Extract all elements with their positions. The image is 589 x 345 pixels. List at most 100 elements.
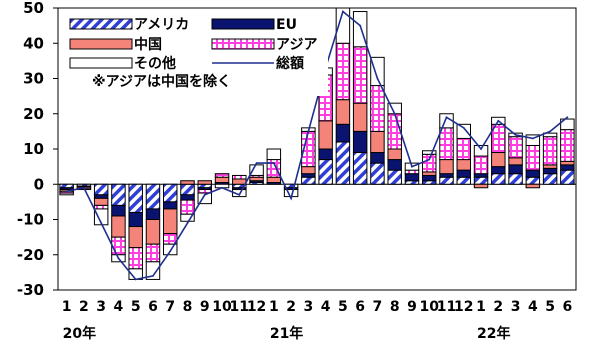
bar-segment-diagonal-blue [560, 169, 575, 185]
total-point [359, 24, 362, 27]
bar-segment-pink-grid [214, 173, 230, 178]
y-tick-label: 30 [23, 70, 44, 88]
x-tick-label: 3 [96, 299, 106, 315]
bar-segment-diagonal-blue [473, 176, 489, 185]
bar-segment-solid-navy [318, 148, 333, 161]
bar-segment-pink-grid [525, 144, 541, 171]
x-tick-label: 6 [562, 299, 572, 315]
bar-segment-solid-navy [335, 123, 351, 143]
bar-segment-solid-salmon [318, 120, 333, 150]
bar-segment-solid-navy [180, 194, 195, 201]
x-tick-label: 1 [269, 299, 279, 315]
y-tick-label: 10 [23, 140, 44, 158]
x-tick-label: 4 [321, 299, 331, 315]
bar-segment-diagonal-blue [352, 152, 368, 185]
bar-segment-solid-navy [128, 211, 143, 228]
bar-segment-diagonal-blue [404, 180, 420, 185]
bar-segment-pink-grid [335, 42, 351, 101]
y-tick-label: -30 [17, 281, 44, 299]
x-tick-label: 1 [62, 299, 72, 315]
year-label: 21年 [270, 325, 303, 340]
bar-segment-pink-grid [352, 46, 368, 104]
bar-segment-pink-grid [128, 247, 143, 270]
bar-segment-diagonal-blue [145, 183, 161, 210]
x-tick-label: 11 [230, 299, 249, 315]
bar-segment-solid-salmon [93, 197, 109, 206]
total-series-line [66, 10, 568, 281]
x-tick-label: 10 [419, 299, 439, 315]
legend-swatch-diagonal-blue [69, 18, 133, 30]
bar-segment-solid-navy [163, 201, 178, 210]
total-point [169, 250, 172, 253]
bar-segment-pink-grid [508, 136, 523, 159]
x-tick-label: 10 [212, 299, 232, 315]
x-tick-label: 4 [528, 299, 538, 315]
bar-segment-solid-navy [542, 167, 558, 175]
bar-segment-solid-navy [508, 164, 523, 175]
y-tick-label: -10 [17, 211, 44, 229]
total-point [428, 158, 431, 161]
bar-segment-solid-navy [456, 169, 471, 178]
total-point [566, 116, 569, 119]
x-tick-label: 7 [165, 299, 175, 315]
x-tick-label: 5 [131, 299, 141, 315]
y-tick-label: 50 [23, 0, 44, 17]
bar-segment-solid-navy [491, 166, 506, 175]
legend-swatch-solid-salmon [69, 38, 133, 50]
bar-segment-solid-salmon [370, 130, 385, 154]
bar-segment-white [370, 56, 385, 87]
bar-segment-solid-salmon [508, 157, 523, 166]
bar-segment-white [180, 213, 195, 222]
legend-note: ※アジアは中国を除く [92, 73, 231, 90]
bar-segment-white [145, 261, 161, 280]
x-tick-label: 9 [407, 299, 417, 315]
legend-swatch-pink-grid [211, 38, 275, 50]
bar-segment-white [249, 164, 264, 176]
bar-segment-solid-salmon [335, 99, 351, 125]
total-point [411, 165, 413, 168]
bar-segment-pink-grid [370, 85, 385, 132]
total-point [462, 126, 465, 129]
total-point [134, 278, 137, 281]
x-tick-label: 3 [303, 299, 313, 315]
bar-segment-solid-salmon [301, 166, 316, 175]
bar-segment-solid-salmon [542, 164, 558, 169]
bar-segment-solid-navy [439, 173, 454, 178]
bar-segment-white [266, 148, 282, 161]
y-tick-label: 20 [23, 105, 44, 123]
bar-segment-white [197, 192, 212, 205]
legend-label: アメリカ [134, 17, 189, 33]
x-tick-label: 6 [355, 299, 365, 315]
bar-segment-white [335, 7, 351, 44]
x-tick-label: 5 [545, 299, 555, 315]
bar-segment-solid-navy [111, 204, 126, 217]
bar-segment-solid-salmon [249, 176, 264, 182]
bar-segment-solid-salmon [352, 102, 368, 132]
total-point [497, 119, 500, 122]
bar-segment-solid-salmon [145, 219, 161, 245]
bar-segment-diagonal-blue [542, 173, 558, 185]
bar-segment-diagonal-blue [93, 183, 109, 196]
bar-segment-diagonal-blue [387, 169, 402, 185]
x-tick-label: 2 [286, 299, 296, 315]
x-tick-label: 4 [114, 299, 124, 315]
bar-segment-solid-salmon [111, 215, 126, 238]
legend-label: その他 [134, 55, 176, 72]
total-point [238, 193, 241, 196]
year-label: 20年 [63, 325, 96, 340]
x-tick-label: 5 [338, 299, 348, 315]
bar-segment-diagonal-blue [111, 183, 126, 206]
bar-segment-diagonal-blue [370, 162, 385, 185]
bar-segment-solid-salmon [387, 148, 402, 161]
bar-segment-white [59, 192, 74, 196]
bar-segment-diagonal-blue [335, 141, 351, 185]
bar-segment-solid-navy [387, 159, 402, 171]
x-tick-label: 9 [200, 299, 210, 315]
bar-segment-solid-salmon [439, 159, 454, 175]
bar-segment-white [456, 123, 471, 139]
x-tick-label: 8 [390, 299, 400, 315]
bar-segment-pink-grid [439, 127, 454, 161]
